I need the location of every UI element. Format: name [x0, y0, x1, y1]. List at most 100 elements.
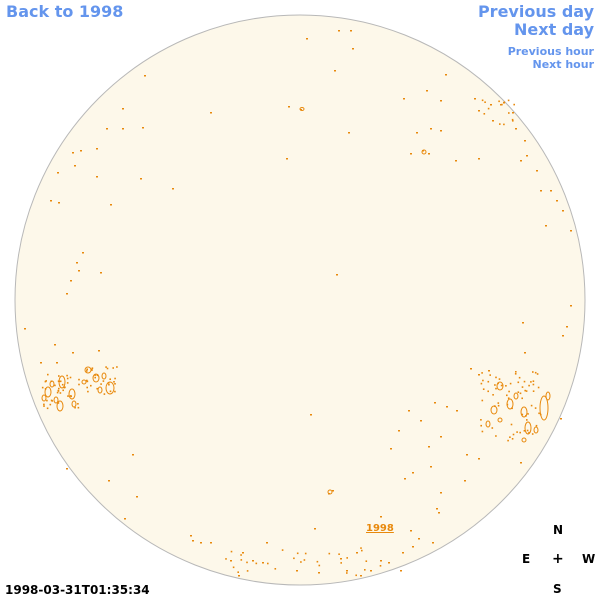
magnetic-feature-dot: [509, 436, 511, 438]
magnetic-feature-dot: [66, 468, 68, 470]
magnetic-feature-dot: [512, 112, 514, 114]
magnetic-feature-dot: [519, 431, 521, 434]
magnetic-feature-dot: [365, 560, 368, 562]
magnetic-feature-dot: [526, 429, 529, 432]
magnetic-feature-dot: [122, 128, 124, 130]
magnetic-feature-dot: [78, 378, 80, 381]
magnetic-feature-dot: [107, 382, 110, 384]
magnetic-feature-dot: [340, 558, 342, 560]
magnetic-feature-dot: [338, 553, 340, 555]
magnetic-feature-dot: [520, 160, 522, 162]
magnetic-feature-dot: [456, 410, 458, 412]
magnetic-feature-dot: [346, 570, 348, 572]
magnetic-feature-dot: [518, 376, 521, 379]
magnetic-feature-dot: [478, 374, 480, 376]
magnetic-feature-dot: [438, 512, 440, 514]
magnetic-feature-dot: [94, 376, 96, 379]
magnetic-feature-dot: [66, 377, 69, 380]
magnetic-feature-dot: [238, 575, 240, 577]
magnetic-feature-dot: [500, 384, 503, 387]
magnetic-feature-dot: [314, 528, 316, 530]
magnetic-feature-dot: [86, 386, 88, 389]
magnetic-feature-dot: [318, 564, 321, 567]
magnetic-feature-dot: [59, 380, 62, 383]
magnetic-feature-dot: [380, 516, 382, 518]
back-to-year-link[interactable]: Back to 1998: [6, 2, 124, 21]
magnetic-feature-dot: [91, 367, 94, 369]
magnetic-feature-dot: [82, 252, 84, 254]
magnetic-feature-dot: [436, 508, 438, 510]
magnetic-feature-dot: [108, 480, 110, 482]
magnetic-feature-dot: [478, 110, 480, 112]
magnetic-feature-dot: [334, 70, 336, 72]
next-hour-link[interactable]: Next hour: [532, 58, 595, 71]
magnetic-feature-dot: [46, 407, 49, 410]
compass-center-marker: +: [552, 551, 564, 567]
magnetic-feature-dot: [142, 127, 144, 129]
magnetic-feature-dot: [100, 272, 102, 274]
magnetic-feature-dot: [49, 403, 52, 406]
magnetic-feature-contour: [53, 396, 59, 404]
magnetic-feature-contour: [421, 149, 427, 155]
magnetic-feature-dot: [47, 373, 49, 376]
magnetic-feature-dot: [24, 328, 26, 330]
magnetic-feature-dot: [534, 407, 537, 409]
magnetic-feature-dot: [526, 419, 528, 421]
magnetic-feature-dot: [497, 402, 500, 404]
magnetic-feature-dot: [348, 132, 350, 134]
magnetic-feature-contour: [545, 391, 551, 401]
magnetic-feature-dot: [528, 431, 530, 434]
magnetic-feature-dot: [506, 403, 509, 406]
year-link[interactable]: 1998: [366, 523, 394, 534]
magnetic-feature-dot: [536, 373, 539, 375]
magnetic-feature-dot: [240, 554, 242, 556]
magnetic-feature-dot: [534, 371, 537, 374]
magnetic-feature-dot: [66, 374, 68, 377]
magnetic-feature-dot: [520, 462, 522, 464]
magnetic-feature-dot: [430, 128, 432, 130]
magnetic-feature-dot: [296, 552, 299, 555]
magnetic-feature-dot: [532, 383, 535, 386]
previous-day-link[interactable]: Previous day: [477, 2, 594, 21]
magnetic-feature-dot: [506, 394, 508, 397]
magnetic-feature-dot: [432, 542, 434, 544]
magnetic-feature-contour: [497, 417, 503, 423]
magnetic-feature-dot: [500, 104, 502, 106]
magnetic-feature-dot: [56, 391, 59, 394]
magnetic-feature-dot: [516, 431, 518, 433]
magnetic-feature-dot: [96, 148, 98, 150]
magnetic-feature-dot: [44, 380, 47, 383]
compass-south-label: S: [553, 582, 562, 596]
magnetic-feature-contour: [496, 381, 504, 391]
magnetic-feature-dot: [136, 496, 138, 498]
magnetic-feature-dot: [455, 160, 457, 162]
magnetic-feature-dot: [61, 383, 64, 386]
magnetic-feature-dot: [515, 371, 517, 373]
magnetic-feature-dot: [114, 383, 116, 385]
magnetic-feature-dot: [286, 158, 288, 160]
magnetic-feature-dot: [523, 380, 526, 383]
magnetic-feature-dot: [498, 100, 500, 103]
magnetic-feature-dot: [412, 546, 414, 548]
magnetic-feature-dot: [480, 424, 482, 427]
previous-hour-link[interactable]: Previous hour: [507, 45, 594, 58]
magnetic-feature-dot: [560, 418, 562, 420]
magnetic-feature-contour: [92, 373, 100, 383]
magnetic-feature-dot: [58, 375, 60, 377]
magnetic-feature-contour: [524, 421, 532, 435]
next-day-link[interactable]: Next day: [514, 20, 594, 39]
magnetic-feature-dot: [481, 430, 484, 433]
magnetic-feature-dot: [538, 412, 540, 415]
magnetic-feature-dot: [420, 420, 422, 422]
magnetic-feature-dot: [67, 395, 69, 397]
magnetic-feature-contour: [97, 386, 103, 394]
magnetic-feature-dot: [106, 367, 109, 370]
magnetic-feature-dot: [172, 188, 174, 190]
magnetic-feature-contour: [68, 388, 76, 400]
magnetic-feature-dot: [440, 436, 442, 438]
magnetic-feature-dot: [535, 424, 538, 427]
magnetic-feature-dot: [570, 305, 572, 307]
magnetic-feature-dot: [44, 388, 47, 390]
magnetic-feature-dot: [364, 569, 366, 571]
magnetic-feature-dot: [428, 446, 430, 448]
